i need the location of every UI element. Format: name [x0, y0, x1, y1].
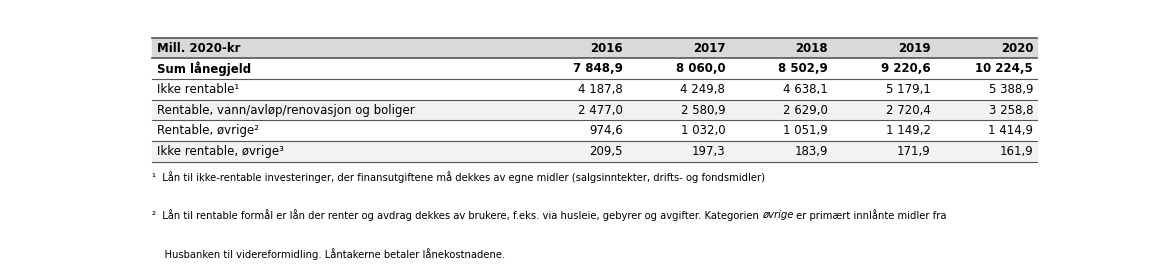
Bar	[152, 79, 1037, 100]
Text: 5 179,1: 5 179,1	[886, 83, 930, 96]
Text: 2 720,4: 2 720,4	[886, 103, 930, 117]
Text: ¹  Lån til ikke-rentable investeringer, der finansutgiftene må dekkes av egne mi: ¹ Lån til ikke-rentable investeringer, d…	[152, 171, 765, 183]
Text: øvrige: øvrige	[761, 210, 794, 220]
Text: Ikke rentable¹: Ikke rentable¹	[157, 83, 239, 96]
Text: 2019: 2019	[898, 42, 930, 55]
Text: 2 580,9: 2 580,9	[680, 103, 725, 117]
Text: er primært innlånte midler fra: er primært innlånte midler fra	[794, 210, 946, 221]
Text: 10 224,5: 10 224,5	[975, 62, 1033, 75]
Bar	[152, 141, 1037, 162]
Text: 8 502,9: 8 502,9	[779, 62, 828, 75]
Text: 1 149,2: 1 149,2	[885, 124, 930, 137]
Text: Ikke rentable, øvrige³: Ikke rentable, øvrige³	[157, 145, 285, 158]
Bar	[152, 120, 1037, 141]
Text: 2016: 2016	[590, 42, 622, 55]
Text: 1 051,9: 1 051,9	[783, 124, 828, 137]
Text: 1 032,0: 1 032,0	[680, 124, 725, 137]
Text: Rentable, øvrige²: Rentable, øvrige²	[157, 124, 259, 137]
Text: 1 414,9: 1 414,9	[988, 124, 1033, 137]
Text: 209,5: 209,5	[589, 145, 622, 158]
Text: 4 638,1: 4 638,1	[783, 83, 828, 96]
Text: Mill. 2020-kr: Mill. 2020-kr	[157, 42, 241, 55]
Text: 7 848,9: 7 848,9	[573, 62, 622, 75]
Bar	[152, 58, 1037, 79]
Text: 2017: 2017	[693, 42, 725, 55]
Text: 2 629,0: 2 629,0	[783, 103, 828, 117]
Text: 2 477,0: 2 477,0	[577, 103, 622, 117]
Bar	[152, 100, 1037, 120]
Text: 197,3: 197,3	[692, 145, 725, 158]
Text: 171,9: 171,9	[897, 145, 930, 158]
Text: 9 220,6: 9 220,6	[880, 62, 930, 75]
Text: 8 060,0: 8 060,0	[676, 62, 725, 75]
Text: Sum lånegjeld: Sum lånegjeld	[157, 62, 251, 76]
Text: 4 187,8: 4 187,8	[577, 83, 622, 96]
Bar	[152, 38, 1037, 58]
Text: Husbanken til videreformidling. Låntakerne betaler lånekostnadene.: Husbanken til videreformidling. Låntaker…	[152, 248, 506, 260]
Text: 3 258,8: 3 258,8	[989, 103, 1033, 117]
Text: 183,9: 183,9	[795, 145, 828, 158]
Text: ²  Lån til rentable formål er lån der renter og avdrag dekkes av brukere, f.eks.: ² Lån til rentable formål er lån der ren…	[152, 210, 761, 221]
Text: 4 249,8: 4 249,8	[680, 83, 725, 96]
Text: 2020: 2020	[1001, 42, 1033, 55]
Text: Rentable, vann/avløp/renovasjon og boliger: Rentable, vann/avløp/renovasjon og bolig…	[157, 103, 415, 117]
Text: 974,6: 974,6	[589, 124, 622, 137]
Text: 161,9: 161,9	[1000, 145, 1033, 158]
Text: 2018: 2018	[795, 42, 828, 55]
Text: 5 388,9: 5 388,9	[989, 83, 1033, 96]
